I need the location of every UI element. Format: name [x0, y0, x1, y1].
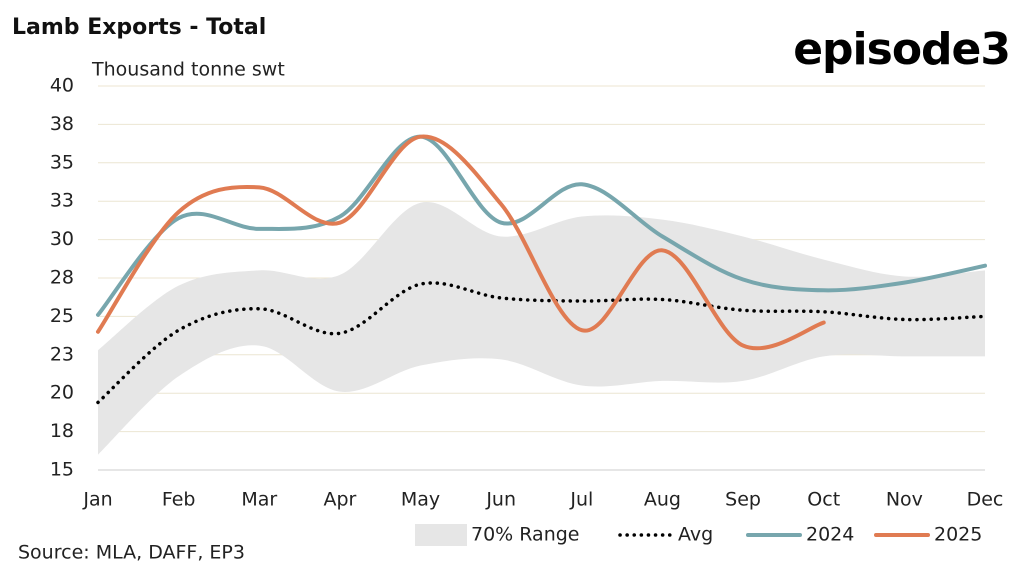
range-area [98, 202, 985, 455]
brand-logo: episode3 [793, 24, 1010, 75]
chart-title: Lamb Exports - Total [12, 15, 266, 40]
x-tick-label: Aug [644, 489, 681, 511]
x-tick-label: Mar [241, 489, 277, 511]
series-line [96, 134, 826, 351]
y-tick-label: 35 [50, 151, 74, 173]
x-tick-label: Jan [82, 489, 112, 511]
x-tick-label: Dec [967, 489, 1004, 511]
y-tick-label: 23 [50, 343, 74, 365]
x-tick-label: Sep [725, 489, 761, 511]
legend-label: Avg [678, 524, 713, 546]
legend-label: 70% Range [471, 524, 580, 546]
x-tick-label: Feb [162, 489, 196, 511]
y-tick-label: 30 [50, 228, 74, 250]
y-tick-label: 15 [50, 459, 74, 481]
x-tick-label: Jul [569, 489, 593, 511]
x-tick-label: May [401, 489, 440, 511]
legend-swatch [415, 524, 467, 546]
legend-label: 2025 [934, 524, 982, 546]
y-tick-label: 38 [50, 113, 74, 135]
source-note: Source: MLA, DAFF, EP3 [18, 542, 245, 564]
y-axis-unit: Thousand tonne swt [91, 59, 285, 81]
x-tick-label: Nov [886, 489, 923, 511]
y-tick-label: 40 [50, 75, 74, 97]
series-line [96, 281, 987, 405]
y-tick-label: 33 [50, 190, 74, 212]
y-tick-label: 20 [50, 382, 74, 404]
x-tick-label: Oct [807, 489, 840, 511]
legend-label: 2024 [806, 524, 854, 546]
x-tick-label: Jun [485, 489, 516, 511]
series-line [96, 134, 987, 317]
y-tick-label: 18 [50, 420, 74, 442]
y-tick-label: 25 [50, 305, 74, 327]
x-tick-label: Apr [323, 489, 356, 511]
y-tick-label: 28 [50, 267, 74, 289]
